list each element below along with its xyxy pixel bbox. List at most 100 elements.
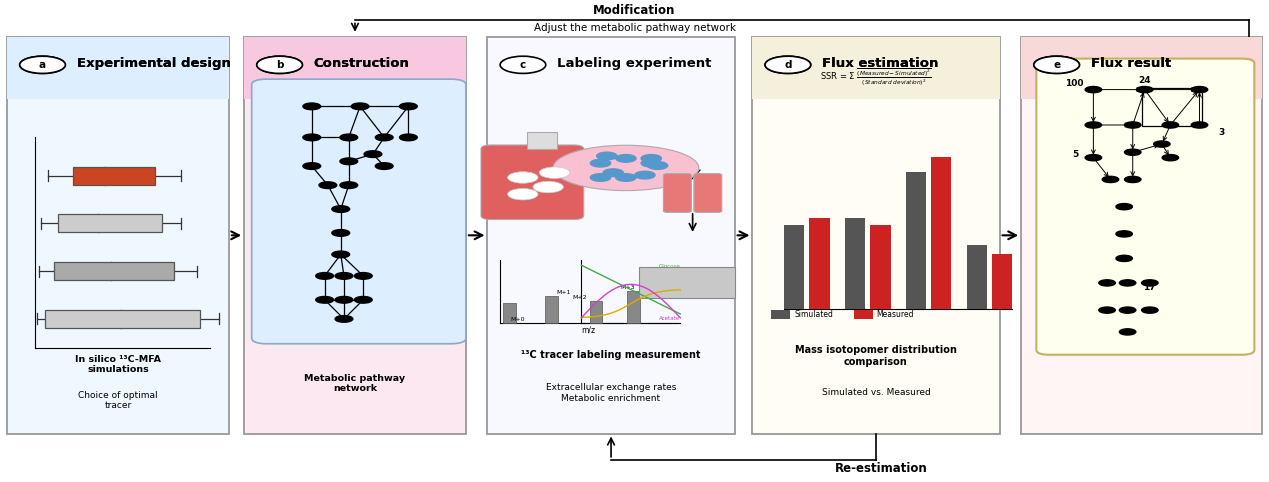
Circle shape xyxy=(364,151,382,158)
Circle shape xyxy=(533,181,563,193)
Text: Labeling experiment: Labeling experiment xyxy=(557,57,712,70)
FancyBboxPatch shape xyxy=(664,174,692,213)
Circle shape xyxy=(335,296,353,303)
Circle shape xyxy=(603,169,623,176)
Circle shape xyxy=(352,103,369,110)
FancyBboxPatch shape xyxy=(8,37,228,433)
Circle shape xyxy=(1142,307,1159,313)
Circle shape xyxy=(400,103,418,110)
Text: b: b xyxy=(275,60,283,70)
Bar xyxy=(72,167,155,185)
Text: Re-estimation: Re-estimation xyxy=(835,462,928,475)
Circle shape xyxy=(590,174,610,181)
Bar xyxy=(906,172,926,309)
Circle shape xyxy=(354,273,372,279)
Circle shape xyxy=(508,188,538,200)
Bar xyxy=(527,132,557,149)
Text: Construction: Construction xyxy=(313,57,410,70)
Circle shape xyxy=(1119,329,1136,335)
Text: Simulated: Simulated xyxy=(794,310,832,319)
Text: d: d xyxy=(784,60,792,70)
Bar xyxy=(1142,88,1202,126)
Bar xyxy=(503,304,515,322)
Circle shape xyxy=(1162,155,1179,161)
Text: Simulated vs. Measured: Simulated vs. Measured xyxy=(821,388,930,397)
Text: c: c xyxy=(520,60,527,70)
Text: d: d xyxy=(784,60,792,70)
Bar xyxy=(871,225,891,309)
Bar xyxy=(546,296,558,322)
Circle shape xyxy=(615,174,636,181)
Circle shape xyxy=(1192,122,1208,128)
Bar xyxy=(753,37,1000,99)
Bar xyxy=(55,262,174,280)
Circle shape xyxy=(376,163,393,169)
Circle shape xyxy=(765,56,811,73)
Circle shape xyxy=(1115,255,1132,262)
Text: e: e xyxy=(1053,60,1060,70)
Text: M+2: M+2 xyxy=(572,295,586,300)
Text: a: a xyxy=(39,60,46,70)
Circle shape xyxy=(1034,56,1080,73)
Text: Flux result: Flux result xyxy=(1091,57,1171,70)
Bar xyxy=(57,214,161,232)
FancyBboxPatch shape xyxy=(1022,37,1261,433)
Circle shape xyxy=(20,56,65,73)
Circle shape xyxy=(647,162,667,169)
Circle shape xyxy=(303,103,321,110)
FancyBboxPatch shape xyxy=(251,79,466,344)
Text: 3: 3 xyxy=(1218,128,1225,136)
Circle shape xyxy=(316,296,334,303)
Circle shape xyxy=(316,273,334,279)
Bar xyxy=(8,37,228,99)
Circle shape xyxy=(332,206,350,213)
Text: m/z: m/z xyxy=(581,325,595,334)
Circle shape xyxy=(539,167,570,178)
Circle shape xyxy=(354,296,372,303)
Text: Mass isotopomer distribution
comparison: Mass isotopomer distribution comparison xyxy=(796,345,957,367)
Circle shape xyxy=(1115,231,1132,237)
Circle shape xyxy=(1103,176,1119,183)
Text: Extracellular exchange rates
Metabolic enrichment: Extracellular exchange rates Metabolic e… xyxy=(546,383,676,403)
Bar xyxy=(845,218,865,309)
Circle shape xyxy=(1124,176,1141,183)
Text: ¹³C tracer labeling measurement: ¹³C tracer labeling measurement xyxy=(522,350,700,360)
Circle shape xyxy=(1085,86,1101,93)
Circle shape xyxy=(1119,280,1136,286)
Text: a: a xyxy=(39,60,46,70)
Bar xyxy=(244,37,466,99)
Bar xyxy=(1022,37,1261,99)
Bar xyxy=(590,301,603,322)
Bar xyxy=(810,218,830,309)
Circle shape xyxy=(256,56,302,73)
Text: 17: 17 xyxy=(1143,283,1156,292)
Bar xyxy=(640,267,735,298)
FancyBboxPatch shape xyxy=(244,37,466,433)
Bar xyxy=(967,245,987,309)
Circle shape xyxy=(303,163,321,169)
Circle shape xyxy=(303,134,321,141)
Circle shape xyxy=(340,158,358,165)
Circle shape xyxy=(590,160,610,167)
Circle shape xyxy=(1099,280,1115,286)
Bar xyxy=(627,292,640,322)
Circle shape xyxy=(596,152,617,160)
Circle shape xyxy=(335,273,353,279)
Text: M+3: M+3 xyxy=(621,285,634,290)
Text: Flux estimation: Flux estimation xyxy=(822,57,939,70)
Circle shape xyxy=(1192,86,1208,93)
Circle shape xyxy=(340,182,358,188)
Circle shape xyxy=(508,172,538,183)
Circle shape xyxy=(634,171,655,179)
Text: Modification: Modification xyxy=(594,3,675,16)
Circle shape xyxy=(1124,149,1141,155)
Text: Measured: Measured xyxy=(877,310,914,319)
Circle shape xyxy=(1099,307,1115,313)
Text: Choice of optimal
tracer: Choice of optimal tracer xyxy=(79,390,157,410)
Circle shape xyxy=(1124,122,1141,128)
Text: 100: 100 xyxy=(1065,79,1084,88)
Text: Metabolic pathway
network: Metabolic pathway network xyxy=(305,374,406,393)
Text: M+0: M+0 xyxy=(510,317,524,321)
Circle shape xyxy=(641,155,661,162)
FancyBboxPatch shape xyxy=(1037,59,1254,355)
